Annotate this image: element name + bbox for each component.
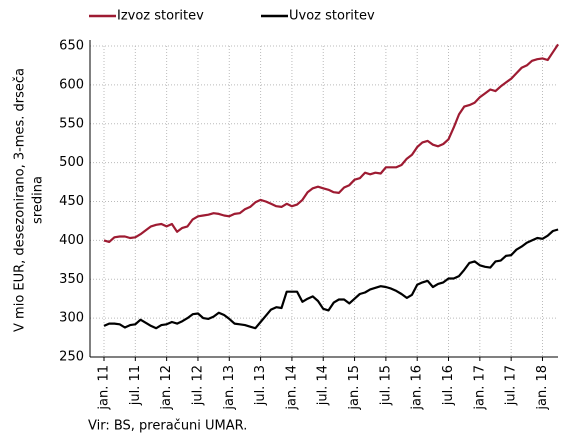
- y-axis-label: sredina: [31, 176, 46, 224]
- y-tick-label: 450: [59, 194, 84, 209]
- x-tick-label: jul. 15: [378, 365, 393, 406]
- x-tick-label: jan. 18: [535, 365, 550, 411]
- legend-label: Izvoz storitev: [117, 9, 204, 24]
- x-tick-label: jan. 14: [284, 365, 299, 411]
- line-series: [103, 43, 560, 243]
- source: Vir: BS, preračuni UMAR.: [88, 419, 247, 434]
- y-tick-label: 300: [59, 311, 84, 326]
- y-tick-label: 650: [59, 39, 84, 54]
- y-tick-label: 600: [59, 77, 84, 92]
- x-tick-label: jul. 13: [253, 365, 268, 406]
- x-tick-label: jul. 17: [504, 365, 519, 406]
- legend-label: Uvoz storitev: [289, 9, 375, 24]
- x-tick-label: jan. 17: [472, 365, 487, 411]
- y-axis-label: V mio EUR, desezonirano, 3-mes. drseča: [13, 68, 28, 332]
- x-tick-label: jan. 11: [97, 365, 112, 411]
- x-tick-label: jul. 14: [316, 365, 331, 406]
- y-tick-label: 350: [59, 272, 84, 287]
- x-tick-label: jan. 13: [222, 365, 237, 411]
- y-tick-label: 550: [59, 116, 84, 131]
- y-tick-label: 400: [59, 233, 84, 248]
- x-tick-label: jan. 12: [159, 365, 174, 411]
- x-tick-label: jul. 12: [190, 365, 205, 406]
- y-tick-label: 250: [59, 350, 84, 365]
- y-tick-label: 500: [59, 155, 84, 170]
- x-tick-label: jul. 11: [128, 365, 143, 406]
- line-series: [103, 228, 559, 330]
- x-tick-label: jul. 16: [441, 365, 456, 406]
- x-tick-label: jan. 15: [347, 365, 362, 411]
- x-tick-label: jan. 16: [410, 365, 425, 411]
